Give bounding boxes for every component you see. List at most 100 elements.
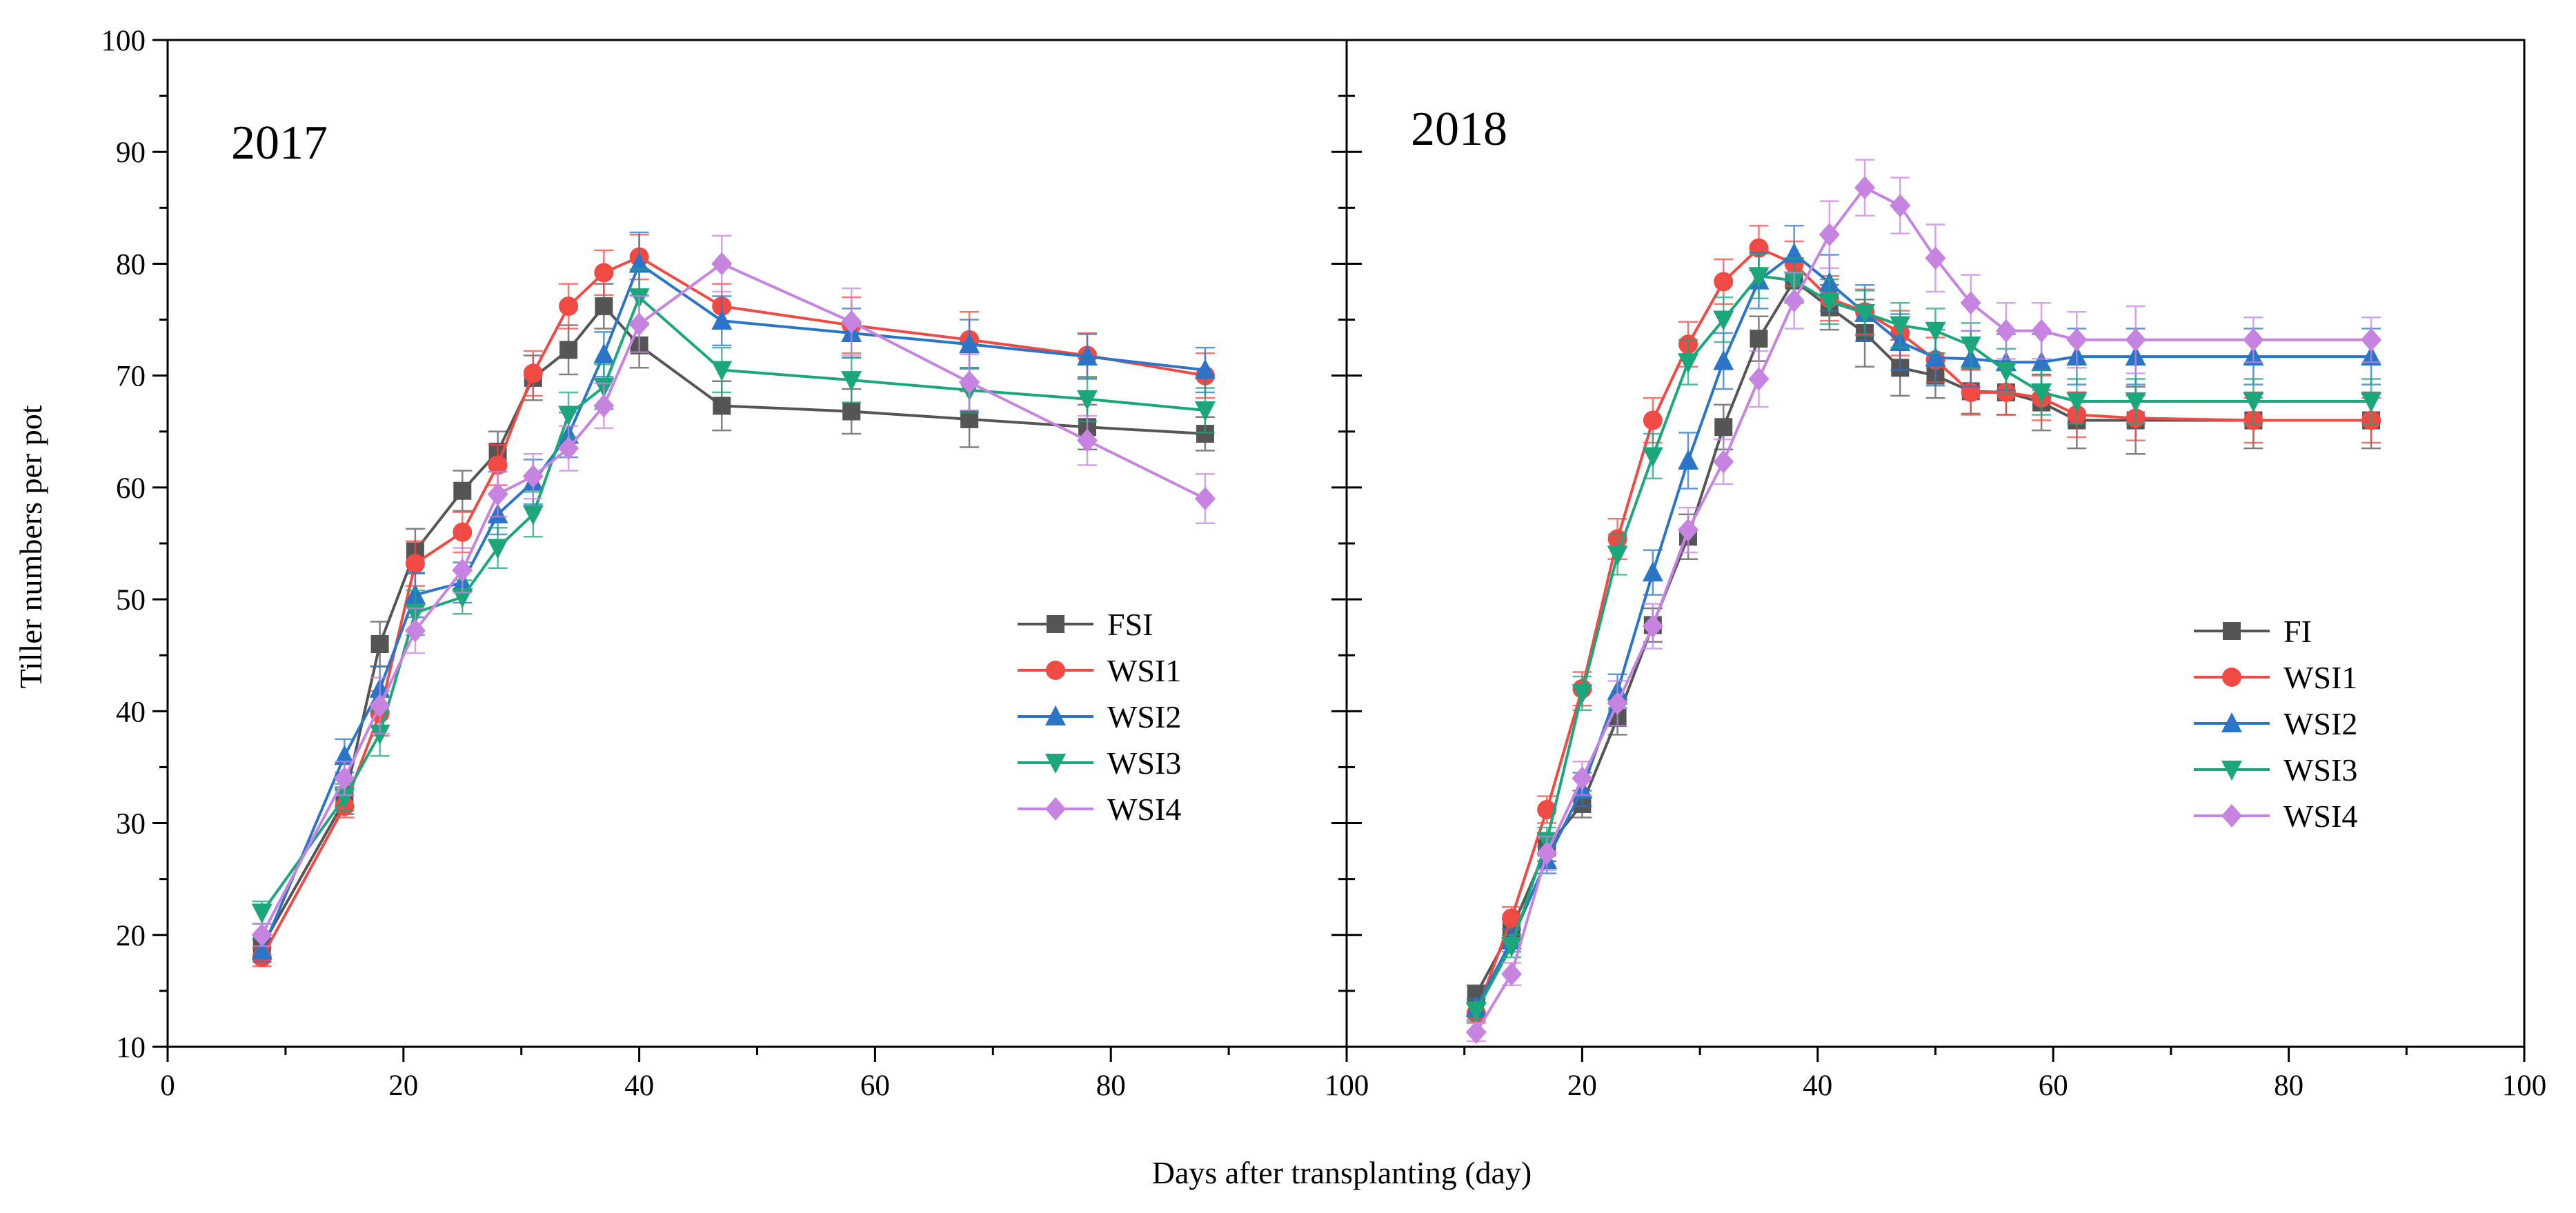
y-tick-label: 20 (116, 920, 146, 952)
data-point (1713, 310, 1734, 331)
data-point (558, 437, 579, 461)
legend-item: WSI1 (1018, 653, 1181, 688)
data-point (1750, 330, 1768, 348)
data-point (334, 745, 355, 765)
legend-label: WSI4 (2283, 799, 2357, 834)
data-point (1077, 428, 1098, 452)
x-tick-label: 100 (1325, 1070, 1369, 1102)
data-point (523, 363, 543, 383)
legend-label: WSI1 (2283, 660, 2357, 695)
legend-item: WSI4 (1018, 792, 1181, 827)
y-tick-label: 50 (116, 584, 146, 616)
data-point (1995, 362, 2017, 383)
data-point (711, 310, 733, 330)
x-tick-label: 60 (2039, 1070, 2068, 1102)
data-point (2243, 328, 2264, 352)
data-point (2031, 351, 2052, 372)
series-wsi4 (251, 234, 1216, 948)
x-tick-label: 80 (1096, 1070, 1126, 1102)
legend-label: FSI (1107, 607, 1153, 642)
data-point (1960, 336, 1981, 357)
data-point (453, 481, 472, 500)
legend-marker (2221, 804, 2242, 828)
series-line (260, 261, 1206, 952)
data-point (1925, 346, 1946, 367)
legend-marker (1045, 754, 1066, 774)
data-point (1194, 359, 1216, 379)
data-point (334, 788, 355, 809)
data-point (959, 333, 980, 354)
data-point (488, 455, 508, 475)
y-tick-label: 90 (116, 137, 146, 169)
series-line (260, 262, 1206, 936)
x-tick-label: 40 (1803, 1070, 1832, 1102)
series-wsi1 (1466, 225, 2381, 1023)
legend-marker (2221, 712, 2242, 732)
data-point (1537, 800, 1557, 820)
data-point (1572, 684, 1593, 705)
x-axis-title: Days after transplanting (day) (1152, 1155, 1532, 1190)
data-point (1925, 246, 1946, 270)
legend-label: WSI1 (1107, 653, 1181, 688)
data-point (1607, 545, 1628, 566)
data-point (1500, 962, 1522, 986)
data-point (2125, 392, 2146, 412)
legend-label: WSI2 (2283, 706, 2357, 741)
data-point (1890, 194, 1911, 218)
data-point (558, 405, 579, 426)
data-point (1465, 1020, 1487, 1044)
data-point (1854, 176, 1876, 200)
data-point (1501, 908, 1521, 928)
x-tick-label: 20 (388, 1070, 418, 1102)
data-point (842, 402, 861, 421)
data-point (593, 343, 615, 363)
legend-marker (1045, 705, 1066, 725)
data-point (1536, 841, 1558, 865)
data-point (1678, 449, 1699, 470)
data-point (405, 554, 425, 574)
x-tick-label: 100 (2502, 1070, 2547, 1102)
data-point (1643, 410, 1663, 430)
x-tick-label: 40 (624, 1070, 654, 1102)
y-tick-label: 40 (116, 696, 146, 728)
y-tick-label: 10 (116, 1032, 146, 1064)
data-point (713, 397, 731, 415)
data-point (522, 464, 544, 488)
data-point (1077, 390, 1098, 410)
legend-label: WSI4 (1107, 792, 1181, 827)
data-point (595, 297, 613, 316)
data-point (841, 310, 862, 334)
data-point (1642, 447, 1663, 468)
data-point (522, 505, 544, 525)
panel-title: 2017 (231, 117, 328, 170)
series-wsi2 (1465, 225, 2382, 1018)
legend-item: WSI4 (2194, 799, 2357, 834)
data-point (1819, 292, 1840, 313)
data-point (1783, 288, 1805, 312)
plot-frame (1345, 39, 2526, 1048)
data-point (453, 522, 473, 542)
x-tick-label: 0 (160, 1070, 175, 1102)
series-line (260, 255, 1206, 959)
data-point (1642, 614, 1663, 639)
data-point (2125, 328, 2146, 352)
data-point (1194, 401, 1216, 421)
data-point (1572, 766, 1593, 790)
data-point (1713, 450, 1734, 474)
legend-marker (1046, 661, 1065, 680)
x-tick-label: 80 (2274, 1070, 2303, 1102)
data-point (1713, 350, 1734, 370)
x-tick-label: 0 (1339, 1070, 1354, 1102)
x-tick-label: 20 (1567, 1070, 1597, 1102)
series-wsi2 (251, 231, 1216, 963)
data-point (370, 635, 389, 653)
legend-marker (2223, 622, 2241, 640)
data-point (1465, 1002, 1487, 1023)
data-point (369, 724, 390, 745)
legend-item: WSI3 (2194, 752, 2357, 788)
series-wsi3 (251, 268, 1216, 925)
data-point (2066, 392, 2088, 412)
data-point (594, 263, 614, 283)
data-point (251, 923, 273, 947)
